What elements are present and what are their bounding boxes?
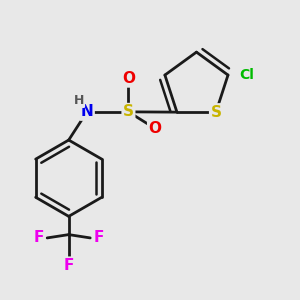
Text: N: N <box>81 104 93 119</box>
Text: S: S <box>211 105 221 120</box>
Text: F: F <box>34 230 44 245</box>
Text: F: F <box>64 258 74 273</box>
Text: O: O <box>122 71 135 86</box>
Text: H: H <box>74 94 84 107</box>
Text: F: F <box>93 230 104 245</box>
Text: S: S <box>123 104 134 119</box>
Text: O: O <box>148 121 161 136</box>
Text: Cl: Cl <box>239 68 254 82</box>
